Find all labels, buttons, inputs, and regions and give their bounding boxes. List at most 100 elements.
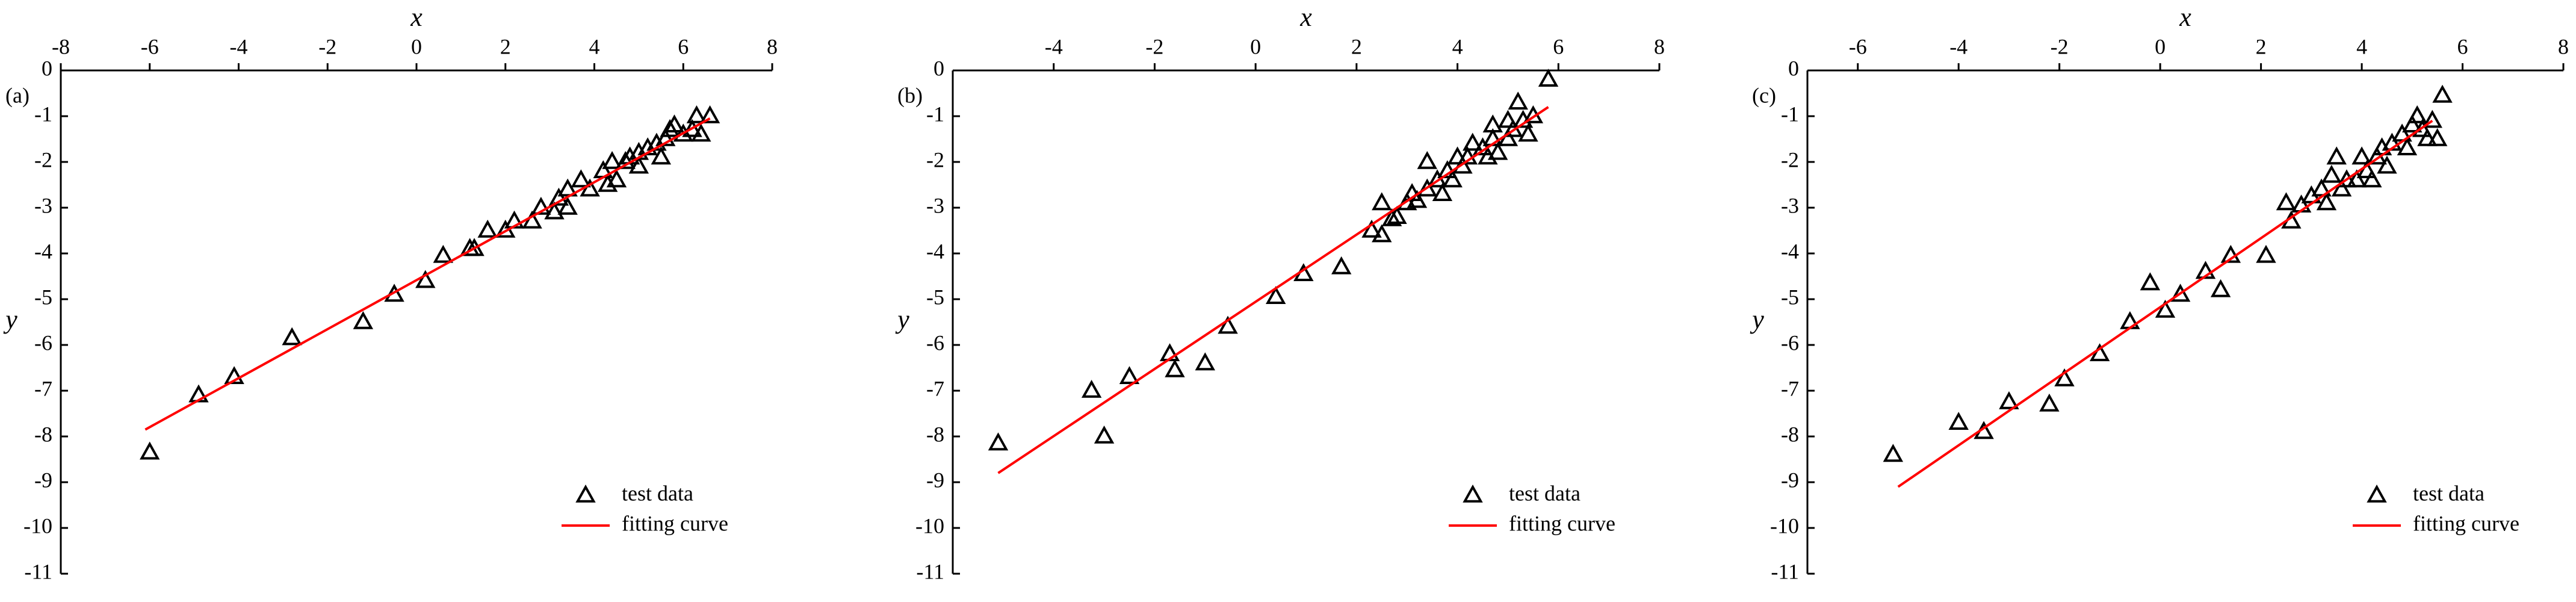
y-tick-label: -8: [926, 422, 944, 446]
panel-label: (b): [897, 83, 923, 107]
data-point: [646, 132, 667, 151]
data-point: [2039, 393, 2060, 412]
x-tick-label: 0: [1250, 34, 1261, 58]
data-point: [2140, 272, 2161, 291]
data-point: [660, 119, 680, 137]
data-point: [686, 105, 707, 123]
data-point: [548, 187, 569, 206]
data-point: [1482, 114, 1503, 132]
data-point: [544, 201, 565, 220]
data-point: [2402, 114, 2423, 132]
panel: -6 -4 -2 0 2 4 6 8 0 -1 -2 -3 -4 -5 -6 -7 -8 -9 -10 -11 x y (c…: [1750, 2, 2569, 583]
data-point: [602, 150, 622, 169]
x-tick-label: 8: [2558, 34, 2569, 58]
legend-marker: [575, 484, 596, 503]
x-tick-label: 0: [411, 34, 422, 58]
panel-label: (a): [5, 83, 29, 107]
data-point: [1265, 286, 1286, 304]
data-point: [224, 366, 244, 384]
y-tick-label: -3: [34, 193, 52, 217]
x-tick-label: -2: [318, 34, 336, 58]
data-point: [1372, 224, 1392, 243]
x-tick-label: 0: [2155, 34, 2166, 58]
x-tick-label: 2: [1351, 34, 1362, 58]
x-tick-label: -2: [1145, 34, 1163, 58]
y-tick-label: -7: [926, 376, 944, 400]
y-tick-label: -8: [1781, 422, 1799, 446]
fitting-line: [1897, 119, 2433, 488]
x-axis-title: x: [2179, 2, 2191, 32]
legend-label: fitting curve: [622, 511, 728, 535]
data-point: [1487, 141, 1508, 160]
data-point: [2397, 137, 2418, 155]
y-tick-label: -1: [34, 102, 52, 126]
x-tick-label: 4: [589, 34, 600, 58]
data-point: [988, 432, 1009, 451]
fitting-line: [997, 106, 1549, 474]
data-point: [2422, 110, 2442, 128]
data-point: [477, 219, 498, 238]
data-point: [1447, 146, 1468, 165]
y-tick-label: -2: [926, 147, 944, 172]
x-tick-label: -8: [52, 34, 70, 58]
y-tick-label: 0: [42, 56, 52, 80]
y-axis-title: y: [1750, 305, 1764, 334]
data-point: [282, 327, 302, 346]
x-tick-label: 8: [767, 34, 778, 58]
data-point: [433, 244, 454, 263]
data-point: [2336, 169, 2357, 188]
data-point: [2326, 146, 2347, 165]
panel: -8 -6 -4 -2 0 2 4 6 8 0 -1 -2 -3 -4 -5 -6 -7 -8 -9 -10 -11 x y…: [3, 2, 778, 583]
y-tick-label: 0: [933, 56, 944, 80]
data-point: [682, 119, 702, 137]
data-point: [2377, 155, 2397, 174]
data-point: [1417, 150, 1437, 169]
legend-label: test data: [622, 481, 693, 505]
data-point: [1372, 192, 1392, 211]
x-tick-label: 4: [1452, 34, 1463, 58]
data-point: [673, 123, 693, 142]
data-point: [1361, 219, 1382, 238]
x-tick-label: 8: [1654, 34, 1665, 58]
data-point: [531, 196, 551, 215]
data-point: [2417, 128, 2438, 146]
y-tick-label: -4: [926, 239, 944, 263]
data-point: [651, 146, 672, 165]
data-point: [1407, 190, 1428, 208]
data-point: [1508, 92, 1528, 110]
data-point: [2321, 164, 2342, 183]
y-tick-label: -1: [926, 102, 944, 126]
data-point: [1432, 183, 1453, 201]
y-tick-label: -2: [1781, 147, 1799, 172]
data-point: [1883, 444, 1904, 462]
x-tick-label: -6: [141, 34, 159, 58]
data-point: [1457, 146, 1478, 165]
y-tick-label: -3: [926, 193, 944, 217]
y-tick-label: -11: [916, 559, 944, 583]
data-point: [2120, 311, 2140, 329]
y-tick-label: -9: [926, 468, 944, 492]
data-point: [522, 210, 542, 229]
data-point: [1442, 169, 1463, 188]
y-tick-label: -5: [926, 285, 944, 309]
y-tick-label: -1: [1781, 102, 1799, 126]
x-tick-label: 6: [1553, 34, 1564, 58]
y-tick-label: -2: [34, 147, 52, 172]
data-point: [2362, 169, 2382, 188]
y-tick-label: -4: [34, 239, 52, 263]
x-tick-label: -4: [1949, 34, 1968, 58]
y-tick-label: -8: [34, 422, 52, 446]
data-point: [1999, 391, 2019, 409]
y-tick-label: -10: [23, 514, 52, 538]
data-point: [464, 238, 485, 256]
data-point: [1331, 256, 1352, 275]
y-tick-label: -10: [1770, 514, 1799, 538]
y-tick-label: -6: [1781, 330, 1799, 355]
data-point: [1381, 208, 1402, 226]
data-point: [1417, 178, 1437, 197]
data-point: [1538, 69, 1559, 87]
legend-label: fitting curve: [2413, 511, 2519, 535]
data-point: [2412, 119, 2433, 137]
data-point: [2195, 261, 2216, 279]
legend-label: test data: [2413, 481, 2485, 505]
